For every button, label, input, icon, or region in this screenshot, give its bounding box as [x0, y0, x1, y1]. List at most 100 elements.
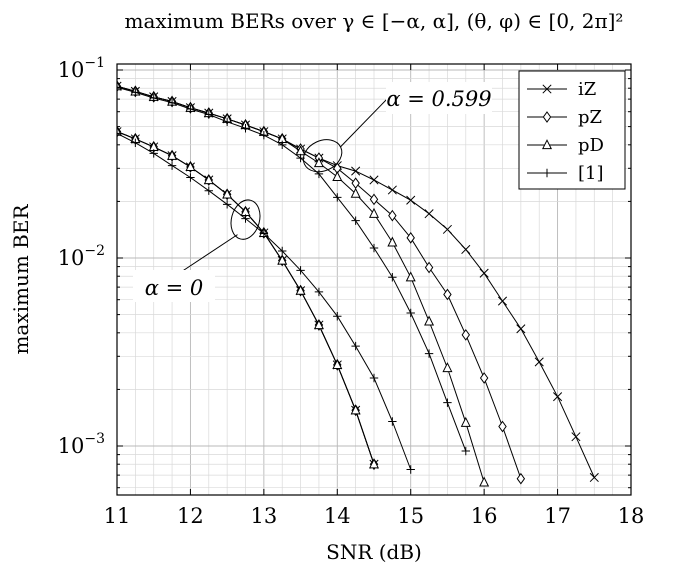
annotation-leader — [340, 97, 389, 148]
x-marker — [369, 175, 379, 185]
x-marker — [534, 357, 544, 367]
plus-marker — [278, 246, 287, 256]
x-tick-label: 16 — [471, 504, 498, 528]
triangle-marker — [332, 170, 343, 182]
x-tick-label: 18 — [618, 504, 645, 528]
annotation-label: α = 0 — [145, 276, 204, 300]
plus-marker — [149, 93, 158, 103]
x-axis-label: SNR (dB) — [326, 540, 422, 564]
x-tick-label: 11 — [104, 504, 131, 528]
x-marker — [461, 244, 471, 255]
x-tick-label: 17 — [544, 504, 571, 528]
plus-marker — [369, 243, 379, 253]
plus-marker — [167, 98, 177, 107]
annotation-box — [386, 82, 492, 114]
triangle-marker — [203, 174, 214, 185]
triangle-marker — [295, 284, 306, 295]
plus-marker — [278, 140, 287, 150]
triangle-marker — [350, 187, 361, 198]
diamond-marker — [542, 111, 552, 123]
legend-entry: iZ — [527, 79, 596, 100]
triangle-marker — [479, 476, 490, 487]
plus-marker — [131, 138, 140, 147]
x-marker — [406, 195, 416, 205]
plus-marker — [351, 216, 360, 225]
diamond-marker — [498, 420, 507, 433]
legend-label: iZ — [578, 79, 596, 100]
x-marker — [542, 84, 552, 94]
triangle-marker — [442, 362, 453, 373]
triangle-marker — [167, 149, 178, 160]
y-tick-label: 10−1 — [58, 55, 105, 82]
x-marker — [351, 166, 361, 176]
triangle-marker — [405, 271, 416, 282]
diamond-marker — [443, 288, 452, 301]
legend-label: pD — [578, 135, 604, 156]
plus-marker — [314, 287, 324, 297]
diamond-marker — [516, 472, 526, 485]
diamond-marker — [406, 231, 415, 244]
plus-marker — [222, 200, 232, 209]
x-marker — [442, 224, 452, 234]
legend-entry: pZ — [527, 107, 602, 128]
triangle-marker — [424, 315, 435, 326]
series-layer — [117, 80, 599, 487]
plus-marker — [131, 88, 140, 97]
plot-frame — [116, 63, 632, 496]
plus-marker — [443, 398, 452, 407]
plus-marker — [186, 104, 195, 114]
x-marker — [479, 268, 489, 278]
annotation-ellipse — [230, 199, 261, 240]
diamond-marker — [351, 177, 360, 190]
plus-marker — [351, 341, 360, 351]
diamond-marker — [369, 193, 379, 206]
chart-title: maximum BERs over γ ∈ [−α, α], (θ, φ) ∈ … — [125, 9, 624, 33]
diamond-marker — [479, 372, 489, 384]
triangle-marker — [387, 236, 398, 247]
plus-marker — [369, 373, 379, 383]
diamond-marker — [388, 209, 397, 222]
x-marker — [497, 296, 508, 306]
annotation-ellipse — [302, 139, 343, 173]
plus-marker — [333, 193, 342, 202]
triangle-marker — [185, 161, 196, 172]
legend-box — [518, 70, 626, 190]
legend-label: pZ — [578, 107, 602, 128]
plus-marker — [186, 173, 195, 182]
x-marker — [424, 209, 434, 219]
diamond-marker — [461, 329, 471, 341]
plus-marker — [222, 117, 232, 127]
series-plus — [117, 83, 470, 456]
series-line — [117, 86, 467, 452]
legend-entry: [1] — [527, 163, 604, 184]
plus-marker — [117, 129, 122, 138]
annotations: α = 0.599 α = 0 — [133, 82, 492, 302]
annotation-leader — [177, 234, 238, 275]
diamond-marker — [424, 261, 434, 274]
triangle-marker — [332, 358, 343, 370]
plus-marker — [314, 169, 324, 179]
plus-marker — [259, 130, 269, 140]
plus-marker — [259, 229, 269, 238]
labels: maximum BERs over γ ∈ [−α, α], (θ, φ) ∈ … — [9, 9, 623, 564]
y-axis-label: maximum BER — [9, 204, 33, 355]
x-marker — [516, 324, 526, 334]
legend-entry: pD — [527, 135, 604, 156]
x-tick-label: 14 — [324, 504, 351, 528]
plus-marker — [406, 308, 415, 318]
y-tick-label: 10−2 — [58, 243, 105, 270]
triangle-marker — [313, 319, 324, 330]
annotation-box — [133, 270, 215, 302]
triangle-marker — [222, 188, 233, 199]
triangle-marker — [350, 404, 361, 415]
series-plus — [117, 129, 415, 474]
plus-marker — [241, 214, 250, 223]
plus-marker — [333, 312, 342, 321]
x-tick-label: 13 — [250, 504, 277, 528]
ticks: 11 12 13 14 15 16 17 18 10−1 10−2 10−3 — [58, 55, 645, 528]
plus-marker — [424, 349, 434, 358]
plus-marker — [406, 465, 415, 474]
y-tick-label: 10−3 — [58, 431, 105, 458]
x-tick-label: 12 — [177, 504, 204, 528]
legend-label: [1] — [578, 163, 604, 184]
